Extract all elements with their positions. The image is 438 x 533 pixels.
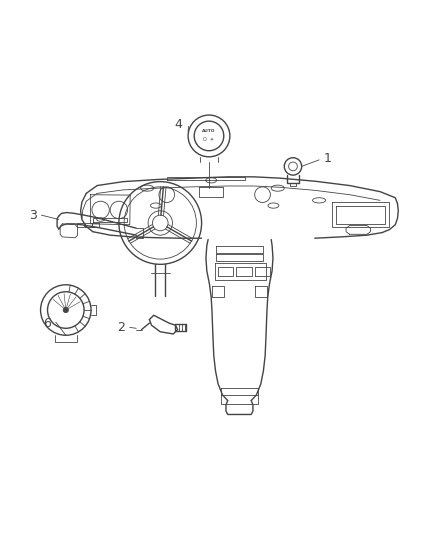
Text: 3: 3 — [29, 208, 37, 222]
Text: 4: 4 — [174, 118, 182, 131]
Text: O  ☀: O ☀ — [203, 137, 215, 142]
Text: AUTO: AUTO — [202, 128, 216, 133]
Text: 2: 2 — [117, 321, 125, 334]
Text: 1: 1 — [323, 152, 331, 165]
Circle shape — [63, 308, 68, 313]
Text: 6: 6 — [43, 318, 51, 330]
